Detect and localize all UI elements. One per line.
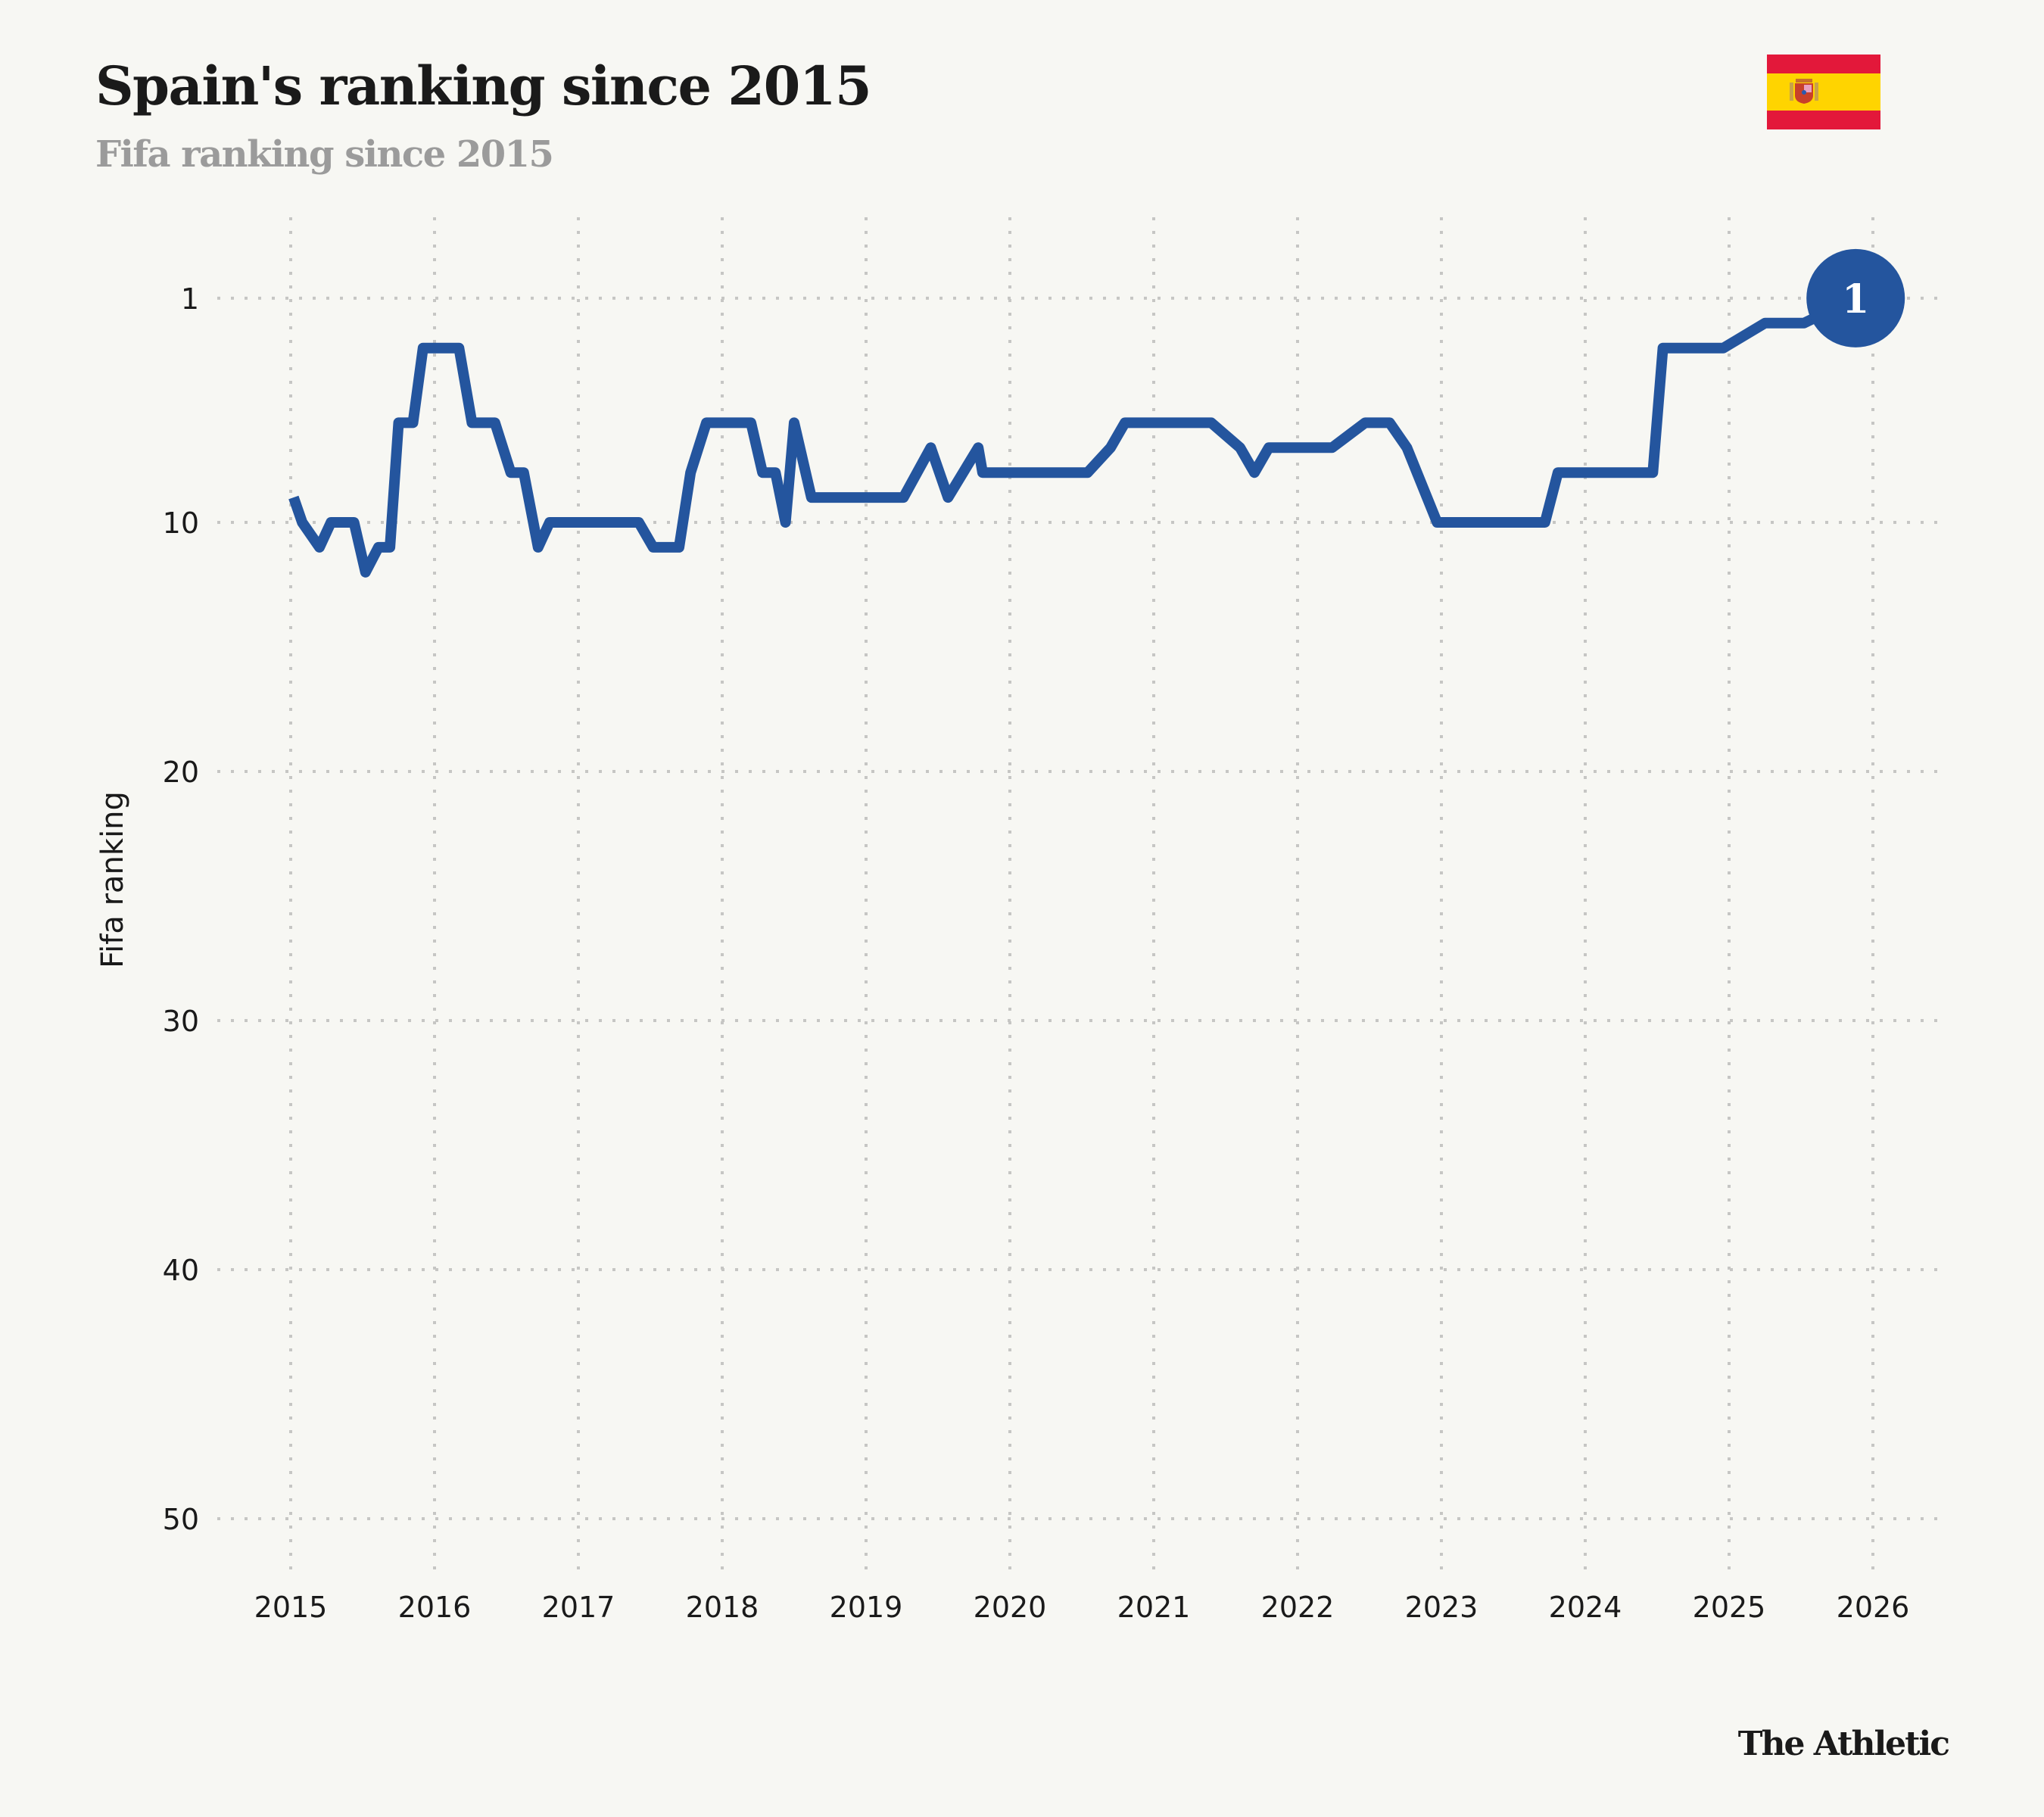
y-tick-label: 20: [163, 756, 199, 789]
x-tick-label: 2025: [1693, 1591, 1766, 1624]
y-tick-label: 10: [163, 506, 199, 540]
x-tick-label: 2016: [398, 1591, 472, 1624]
x-tick-label: 2017: [542, 1591, 615, 1624]
x-axis-ticks: 2015 2016 2017 2018 2019 2020 2021 2022 2023 2024…: [254, 1591, 1910, 1624]
flag-stripe-bottom: [1767, 111, 1880, 129]
x-tick-label: 2023: [1405, 1591, 1478, 1624]
end-badge-circle: [1806, 248, 1905, 348]
coat-of-arms-icon: [1790, 79, 1818, 104]
x-tick-label: 2015: [254, 1591, 328, 1624]
y-axis-ticks: 1 10 20 30 40 50: [163, 282, 199, 1536]
y-tick-label: 1: [181, 282, 199, 316]
y-tick-label: 30: [163, 1005, 199, 1038]
the-athletic-logo: The Athletic: [1737, 1725, 1950, 1763]
x-tick-label: 2020: [974, 1591, 1047, 1624]
y-tick-label: 50: [163, 1503, 199, 1536]
spain-flag-icon: [1767, 55, 1880, 129]
end-badge-label: 1: [1842, 276, 1869, 323]
chart-subtitle: Fifa ranking since 2015: [95, 133, 554, 176]
flag-stripe-middle: [1767, 73, 1880, 111]
chart-title: Spain's ranking since 2015: [95, 55, 872, 117]
x-tick-label: 2024: [1549, 1591, 1622, 1624]
x-tick-label: 2018: [686, 1591, 759, 1624]
series-group: [288, 293, 1859, 578]
x-tick-label: 2022: [1261, 1591, 1335, 1624]
x-tick-label: 2019: [830, 1591, 903, 1624]
flag-stripe-top: [1767, 55, 1880, 73]
y-axis-title: Fifa ranking: [95, 791, 130, 968]
x-tick-label: 2021: [1117, 1591, 1191, 1624]
end-badge: 1: [1806, 248, 1905, 348]
series-line-spain: [288, 293, 1859, 578]
y-tick-label: 40: [163, 1254, 199, 1287]
x-tick-label: 2026: [1837, 1591, 1910, 1624]
grid: [217, 217, 1943, 1579]
